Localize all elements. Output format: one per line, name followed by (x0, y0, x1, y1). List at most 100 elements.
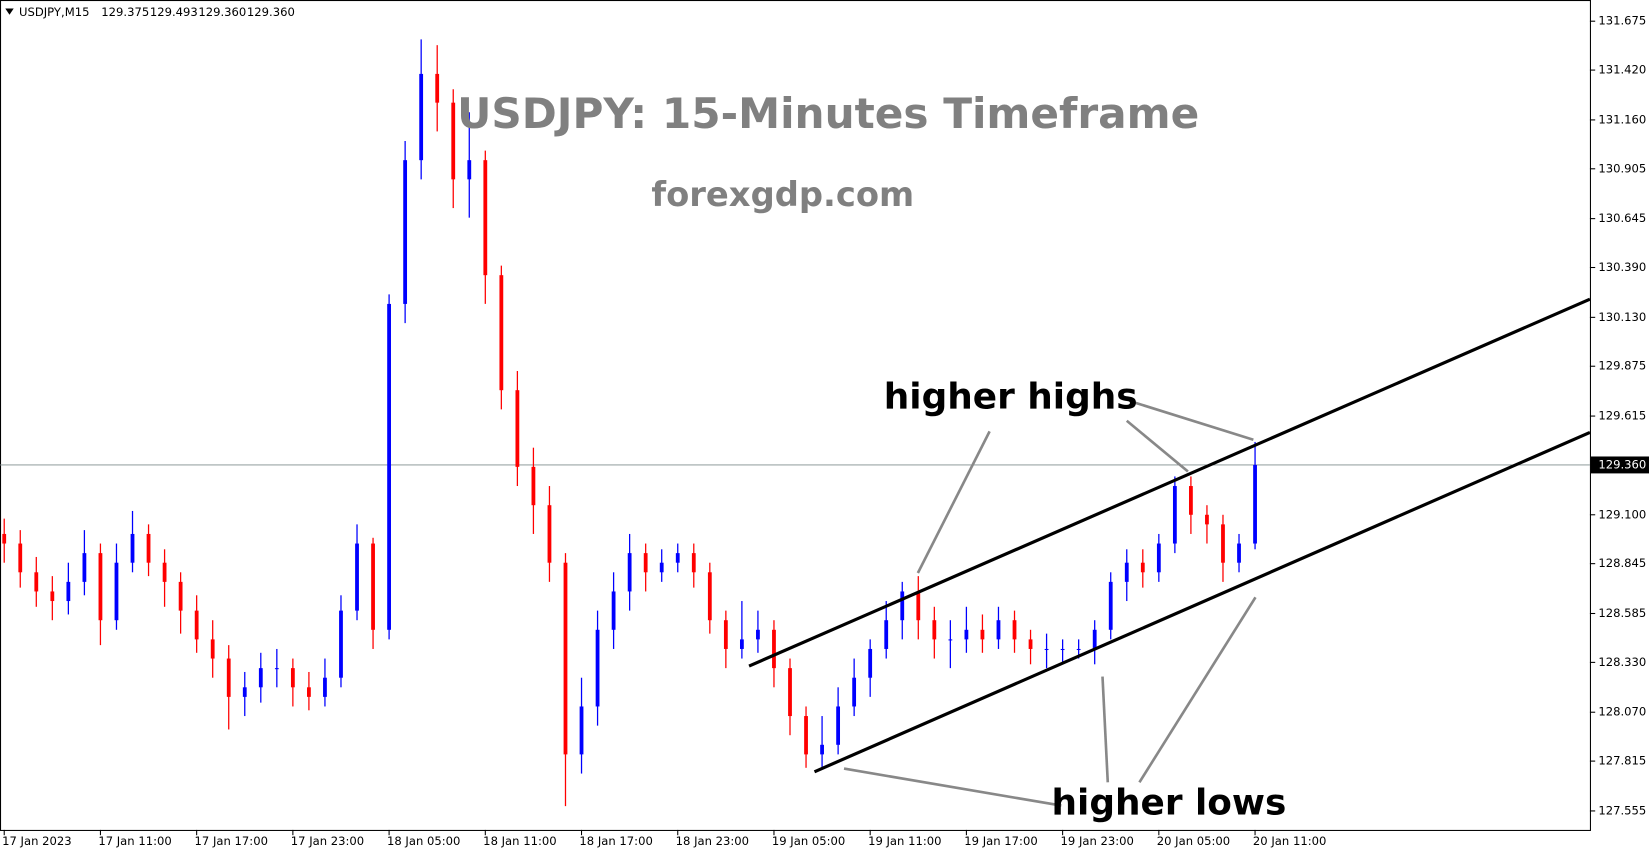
candle-body (371, 543, 375, 630)
y-tick-label: 130.390 (1598, 260, 1646, 274)
candle-body (339, 610, 343, 678)
y-tick-label: 128.070 (1598, 705, 1646, 719)
candle-body (1028, 639, 1033, 649)
y-tick-label: 128.845 (1598, 556, 1646, 570)
x-tick-label: 18 Jan 05:00 (387, 834, 460, 848)
candle-body (579, 706, 584, 755)
annotation: higher lows (1052, 783, 1287, 824)
x-tick-label: 18 Jan 23:00 (676, 834, 749, 848)
x-tick-label: 19 Jan 17:00 (964, 834, 1037, 848)
candle-body (515, 390, 520, 467)
pointers (843, 400, 1257, 807)
candle-body (1253, 464, 1257, 544)
channel-upper (748, 297, 1591, 668)
candle-body (1140, 562, 1145, 573)
quote-value: 129.360 (198, 5, 246, 19)
candle-body (1189, 486, 1193, 515)
candle-body (419, 73, 424, 161)
x-tick-label: 18 Jan 11:00 (483, 834, 556, 848)
x-tick-label: 19 Jan 23:00 (1061, 834, 1134, 848)
candle-body (1221, 524, 1225, 563)
candle-body (1124, 562, 1129, 582)
candle-body (467, 160, 472, 180)
candle-body (611, 591, 616, 630)
candle-body (531, 466, 536, 506)
candle-body (820, 744, 824, 755)
candle-body (194, 610, 199, 640)
channel-lower (813, 430, 1591, 774)
candle-body (290, 668, 295, 688)
candle-body (226, 658, 231, 697)
x-tick-label: 17 Jan 11:00 (98, 834, 171, 848)
candle-body (210, 639, 215, 659)
x-tick-label: 18 Jan 17:00 (579, 834, 652, 848)
candle-body (403, 160, 408, 304)
candle-body (659, 562, 664, 573)
y-tick-label: 128.585 (1598, 606, 1646, 620)
chart-subtitle: forexgdp.com (651, 175, 914, 214)
candle-body (1092, 629, 1097, 649)
candle-body (675, 553, 680, 563)
candle-body (34, 572, 39, 592)
quote-value: 129.360 (247, 5, 295, 19)
y-tick-label: 131.420 (1598, 63, 1646, 77)
candle-body (18, 543, 23, 573)
y-tick-label: 131.160 (1598, 112, 1646, 126)
candle-body (1172, 486, 1177, 544)
current-price-label: 129.360 (1598, 457, 1646, 471)
candle-body (1012, 620, 1017, 640)
y-tick-label: 129.100 (1598, 507, 1646, 521)
y-tick-label: 130.645 (1598, 211, 1646, 225)
candle-body (1076, 648, 1081, 651)
candle-body (50, 591, 55, 602)
candle-body (1060, 648, 1065, 651)
pointer (1125, 419, 1189, 473)
candle-body (707, 572, 712, 621)
y-tick-label: 127.815 (1598, 754, 1646, 768)
pointer (1138, 596, 1257, 784)
quote-value: 129.375 (101, 5, 149, 19)
candle-body (723, 620, 728, 649)
candle-body (900, 591, 905, 621)
candle-body (852, 677, 857, 707)
plot-layer (0, 39, 1590, 807)
x-tick-label: 19 Jan 05:00 (772, 834, 845, 848)
candle-body (1156, 543, 1161, 573)
pointer (916, 430, 991, 574)
y-tick-label: 130.130 (1598, 310, 1646, 324)
candle-body (980, 629, 985, 640)
candle-body (130, 533, 135, 563)
candle-body (274, 668, 279, 670)
plot-frame (0, 0, 1591, 831)
pointer (1131, 400, 1254, 442)
candle-body (868, 648, 873, 678)
annotation: higher highs (884, 377, 1138, 418)
candle-body (162, 562, 167, 582)
candle-body (563, 562, 568, 755)
candle-body (916, 591, 921, 621)
candle-body (948, 639, 953, 641)
x-tick-label: 19 Jan 11:00 (868, 834, 941, 848)
x-tick-label: 17 Jan 17:00 (195, 834, 268, 848)
candle-body (307, 687, 311, 697)
pointer (1101, 676, 1110, 783)
candle-body (804, 716, 808, 755)
symbol: USDJPY,M15 (19, 5, 89, 19)
candle-body (1108, 581, 1113, 630)
y-tick-label: 131.675 (1598, 14, 1646, 28)
x-tick-label: 17 Jan 2023 (2, 834, 72, 848)
candle-body (964, 629, 969, 640)
candle-body (82, 553, 87, 582)
candle-body (499, 275, 504, 391)
candle-body (772, 629, 776, 669)
candle-body (884, 620, 889, 649)
y-tick-label: 127.555 (1598, 803, 1646, 817)
candle-body (323, 677, 327, 697)
x-tick-label: 20 Jan 11:00 (1253, 834, 1326, 848)
candle-body (1044, 648, 1049, 651)
candle-body (1205, 514, 1209, 525)
candle-body (98, 553, 103, 621)
current-price-box (1590, 456, 1649, 474)
y-tick-label: 130.905 (1598, 161, 1646, 175)
